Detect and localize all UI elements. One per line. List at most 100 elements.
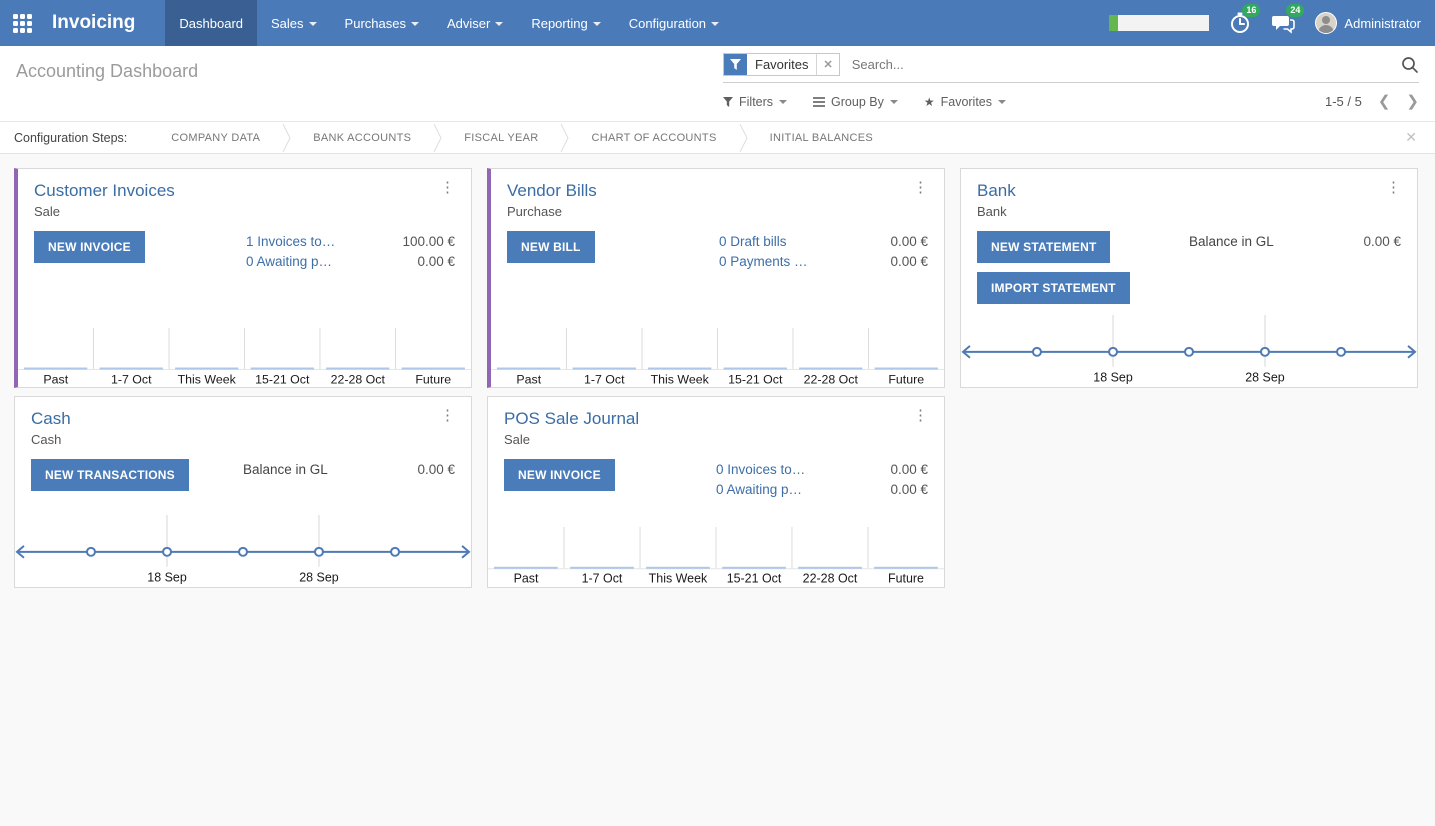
mini-line-chart[interactable]: 18 Sep 28 Sep [15, 515, 471, 587]
payments-link[interactable]: 0 Payments … [719, 254, 808, 269]
breadcrumb: Accounting Dashboard [16, 61, 199, 81]
kebab-menu-icon[interactable]: ⋮ [440, 407, 455, 424]
favorites-button[interactable]: ★ Favorites [923, 94, 1007, 109]
svg-text:15-21 Oct: 15-21 Oct [727, 572, 782, 586]
menu-item-adviser[interactable]: Adviser [433, 0, 517, 46]
mini-bar-chart[interactable]: Past 1-7 Oct This Week 15-21 Oct 22-28 O… [18, 326, 471, 387]
svg-text:1-7 Oct: 1-7 Oct [584, 372, 625, 386]
step-chart-of-accounts[interactable]: CHART OF ACCOUNTS [591, 131, 717, 144]
svg-text:This Week: This Week [178, 372, 237, 386]
search-input[interactable] [845, 54, 1401, 75]
user-menu[interactable]: Administrator [1315, 12, 1421, 34]
new-invoice-button[interactable]: NEW INVOICE [504, 459, 615, 491]
filters-button[interactable]: Filters [723, 95, 788, 109]
menu-item-configuration[interactable]: Configuration [615, 0, 733, 46]
usage-progress-bar[interactable] [1109, 15, 1210, 31]
caret-down-icon [495, 21, 504, 26]
stat-amount: 0.00 € [1363, 234, 1401, 249]
close-icon[interactable]: ✕ [1405, 129, 1417, 145]
card-title[interactable]: Bank [977, 181, 1016, 200]
caret-down-icon [410, 21, 419, 26]
caret-down-icon [592, 21, 601, 26]
kebab-menu-icon[interactable]: ⋮ [913, 179, 928, 196]
menu-item-reporting[interactable]: Reporting [517, 0, 614, 46]
group-by-button[interactable]: Group By [813, 95, 898, 109]
stat-amount: 0.00 € [417, 462, 455, 477]
dashboard: ⋮ Customer Invoices Sale NEW INVOICE 1 I… [0, 154, 1435, 602]
activities-button[interactable]: 16 [1229, 4, 1261, 34]
stat-row: 0 Awaiting p… 0.00 € [246, 254, 455, 269]
awaiting-payments-link[interactable]: 0 Awaiting p… [246, 254, 333, 269]
card-subtitle: Bank [977, 204, 1007, 219]
card-subtitle: Purchase [507, 204, 562, 219]
systray: 16 24 Administrator [1109, 0, 1435, 46]
stat-row: 0 Invoices to… 0.00 € [716, 462, 928, 477]
menu-item-purchases[interactable]: Purchases [331, 0, 433, 46]
step-initial-balances[interactable]: INITIAL BALANCES [769, 131, 874, 144]
card-title[interactable]: Cash [31, 409, 71, 428]
pager: 1-5 / 5 ❮ ❯ [1325, 94, 1419, 109]
chevron-separator-icon [433, 123, 442, 152]
pager-next-icon[interactable]: ❯ [1406, 93, 1419, 110]
search-icon[interactable] [1401, 56, 1419, 74]
caret-down-icon [711, 21, 720, 26]
journal-card-bank: ⋮ Bank Bank NEW STATEMENT IMPORT STATEME… [960, 168, 1418, 388]
clock-icon [1231, 12, 1250, 33]
card-title[interactable]: Vendor Bills [507, 181, 597, 200]
configuration-steps-bar: Configuration Steps: COMPANY DATA BANK A… [0, 122, 1435, 154]
svg-text:28 Sep: 28 Sep [1245, 371, 1285, 385]
caret-down-icon [889, 100, 898, 104]
stat-row: 0 Payments … 0.00 € [719, 254, 928, 269]
svg-text:18 Sep: 18 Sep [1093, 371, 1133, 385]
avatar [1315, 12, 1338, 34]
chevron-separator-icon [561, 123, 570, 152]
svg-text:Past: Past [43, 372, 68, 386]
card-title[interactable]: POS Sale Journal [504, 409, 640, 428]
step-fiscal-year[interactable]: FISCAL YEAR [464, 131, 539, 144]
configuration-steps-label: Configuration Steps: [14, 130, 128, 145]
app-title: Invoicing [52, 12, 136, 33]
svg-text:Future: Future [888, 572, 924, 586]
apps-menu-button[interactable] [0, 0, 44, 46]
menu-item-sales[interactable]: Sales [257, 0, 331, 46]
stat-row: Balance in GL 0.00 € [243, 462, 455, 477]
card-subtitle: Sale [34, 204, 61, 219]
mini-bar-chart[interactable]: Past 1-7 Oct This Week 15-21 Oct 22-28 O… [491, 326, 944, 387]
pager-previous-icon[interactable]: ❮ [1377, 93, 1391, 110]
caret-down-icon [779, 100, 788, 104]
stat-row: 0 Draft bills 0.00 € [719, 234, 928, 249]
invoices-to-validate-link[interactable]: 0 Invoices to… [716, 462, 806, 477]
mini-line-chart[interactable]: 18 Sep 28 Sep [961, 315, 1417, 387]
svg-text:Past: Past [516, 372, 541, 386]
awaiting-payments-link[interactable]: 0 Awaiting p… [716, 482, 803, 497]
svg-text:This Week: This Week [651, 372, 710, 386]
stat-row: 0 Awaiting p… 0.00 € [716, 482, 928, 497]
draft-bills-link[interactable]: 0 Draft bills [719, 234, 787, 249]
kebab-menu-icon[interactable]: ⋮ [440, 179, 455, 196]
progress-fill [1109, 15, 1119, 31]
kebab-menu-icon[interactable]: ⋮ [913, 407, 928, 424]
facet-remove-icon[interactable]: ✕ [816, 54, 839, 75]
new-transactions-button[interactable]: NEW TRANSACTIONS [31, 459, 189, 491]
new-invoice-button[interactable]: NEW INVOICE [34, 231, 145, 263]
kebab-menu-icon[interactable]: ⋮ [1386, 179, 1401, 196]
stat-amount: 0.00 € [417, 254, 455, 269]
step-bank-accounts[interactable]: BANK ACCOUNTS [313, 131, 412, 144]
svg-text:1-7 Oct: 1-7 Oct [582, 572, 623, 586]
import-statement-button[interactable]: IMPORT STATEMENT [977, 272, 1130, 304]
menu-item-dashboard[interactable]: Dashboard [165, 0, 258, 46]
card-title[interactable]: Customer Invoices [34, 181, 175, 200]
mini-bar-chart[interactable]: Past 1-7 Oct This Week 15-21 Oct 22-28 O… [488, 525, 944, 587]
step-company-data[interactable]: COMPANY DATA [171, 131, 261, 144]
chevron-separator-icon [282, 123, 291, 152]
new-statement-button[interactable]: NEW STATEMENT [977, 231, 1111, 263]
new-bill-button[interactable]: NEW BILL [507, 231, 595, 263]
messages-button[interactable]: 24 [1271, 4, 1305, 34]
svg-text:Future: Future [415, 372, 451, 386]
invoices-to-validate-link[interactable]: 1 Invoices to… [246, 234, 336, 249]
star-icon: ★ [923, 94, 935, 109]
svg-text:15-21 Oct: 15-21 Oct [728, 372, 783, 386]
svg-text:22-28 Oct: 22-28 Oct [803, 572, 858, 586]
balance-in-gl-label: Balance in GL [1189, 234, 1274, 249]
control-panel: Accounting Dashboard Favorites ✕ Filters [0, 46, 1435, 122]
